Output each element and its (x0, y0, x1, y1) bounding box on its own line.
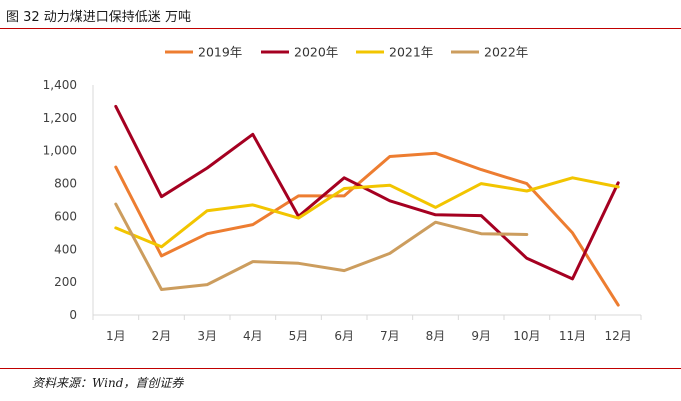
series-line-2021年 (114, 176, 620, 249)
legend-label: 2021年 (389, 45, 433, 60)
series-layer (114, 104, 620, 307)
y-axis: 0 200 400 600 800 1,000 1,200 1,400 (43, 78, 94, 322)
x-tick-label: 8月 (426, 329, 446, 343)
x-tick-label: 6月 (334, 329, 354, 343)
x-axis: 1月 2月 3月 4月 5月 6月 7月 8月 9月 10月 11月 12月 (92, 314, 642, 343)
chart-title: 图 32 动力煤进口保持低迷 万吨 (6, 10, 191, 25)
x-tick-label: 9月 (471, 329, 491, 343)
x-tick-label: 2月 (152, 329, 172, 343)
x-tick-label: 12月 (605, 329, 632, 343)
series-line-2020年 (114, 104, 620, 281)
x-tick-label: 11月 (559, 329, 586, 343)
x-tick-label: 10月 (513, 329, 540, 343)
y-tick-label: 800 (54, 177, 77, 191)
legend-label: 2019年 (198, 45, 242, 60)
header-rule (0, 28, 681, 29)
footer-rule (0, 368, 681, 369)
source-note: 资料来源：Wind，首创证券 (32, 376, 184, 390)
y-tick-label: 1,400 (43, 78, 77, 92)
x-tick-label: 4月 (243, 329, 263, 343)
y-tick-label: 600 (54, 209, 77, 223)
x-tick-label: 5月 (289, 329, 309, 343)
legend-label: 2022年 (484, 45, 528, 60)
series-line-2022年 (114, 202, 529, 291)
series-line-2019年 (114, 151, 620, 307)
y-tick-label: 1,000 (43, 144, 77, 158)
y-tick-label: 1,200 (43, 111, 77, 125)
x-tick-label: 1月 (106, 329, 126, 343)
x-tick-label: 7月 (380, 329, 400, 343)
y-tick-label: 200 (54, 275, 77, 289)
x-tick-label: 3月 (197, 329, 217, 343)
y-tick-label: 0 (69, 308, 77, 322)
y-tick-label: 400 (54, 242, 77, 256)
legend-label: 2020年 (294, 45, 338, 60)
legend: 2019年 2020年 2021年 2022年 (165, 45, 528, 60)
